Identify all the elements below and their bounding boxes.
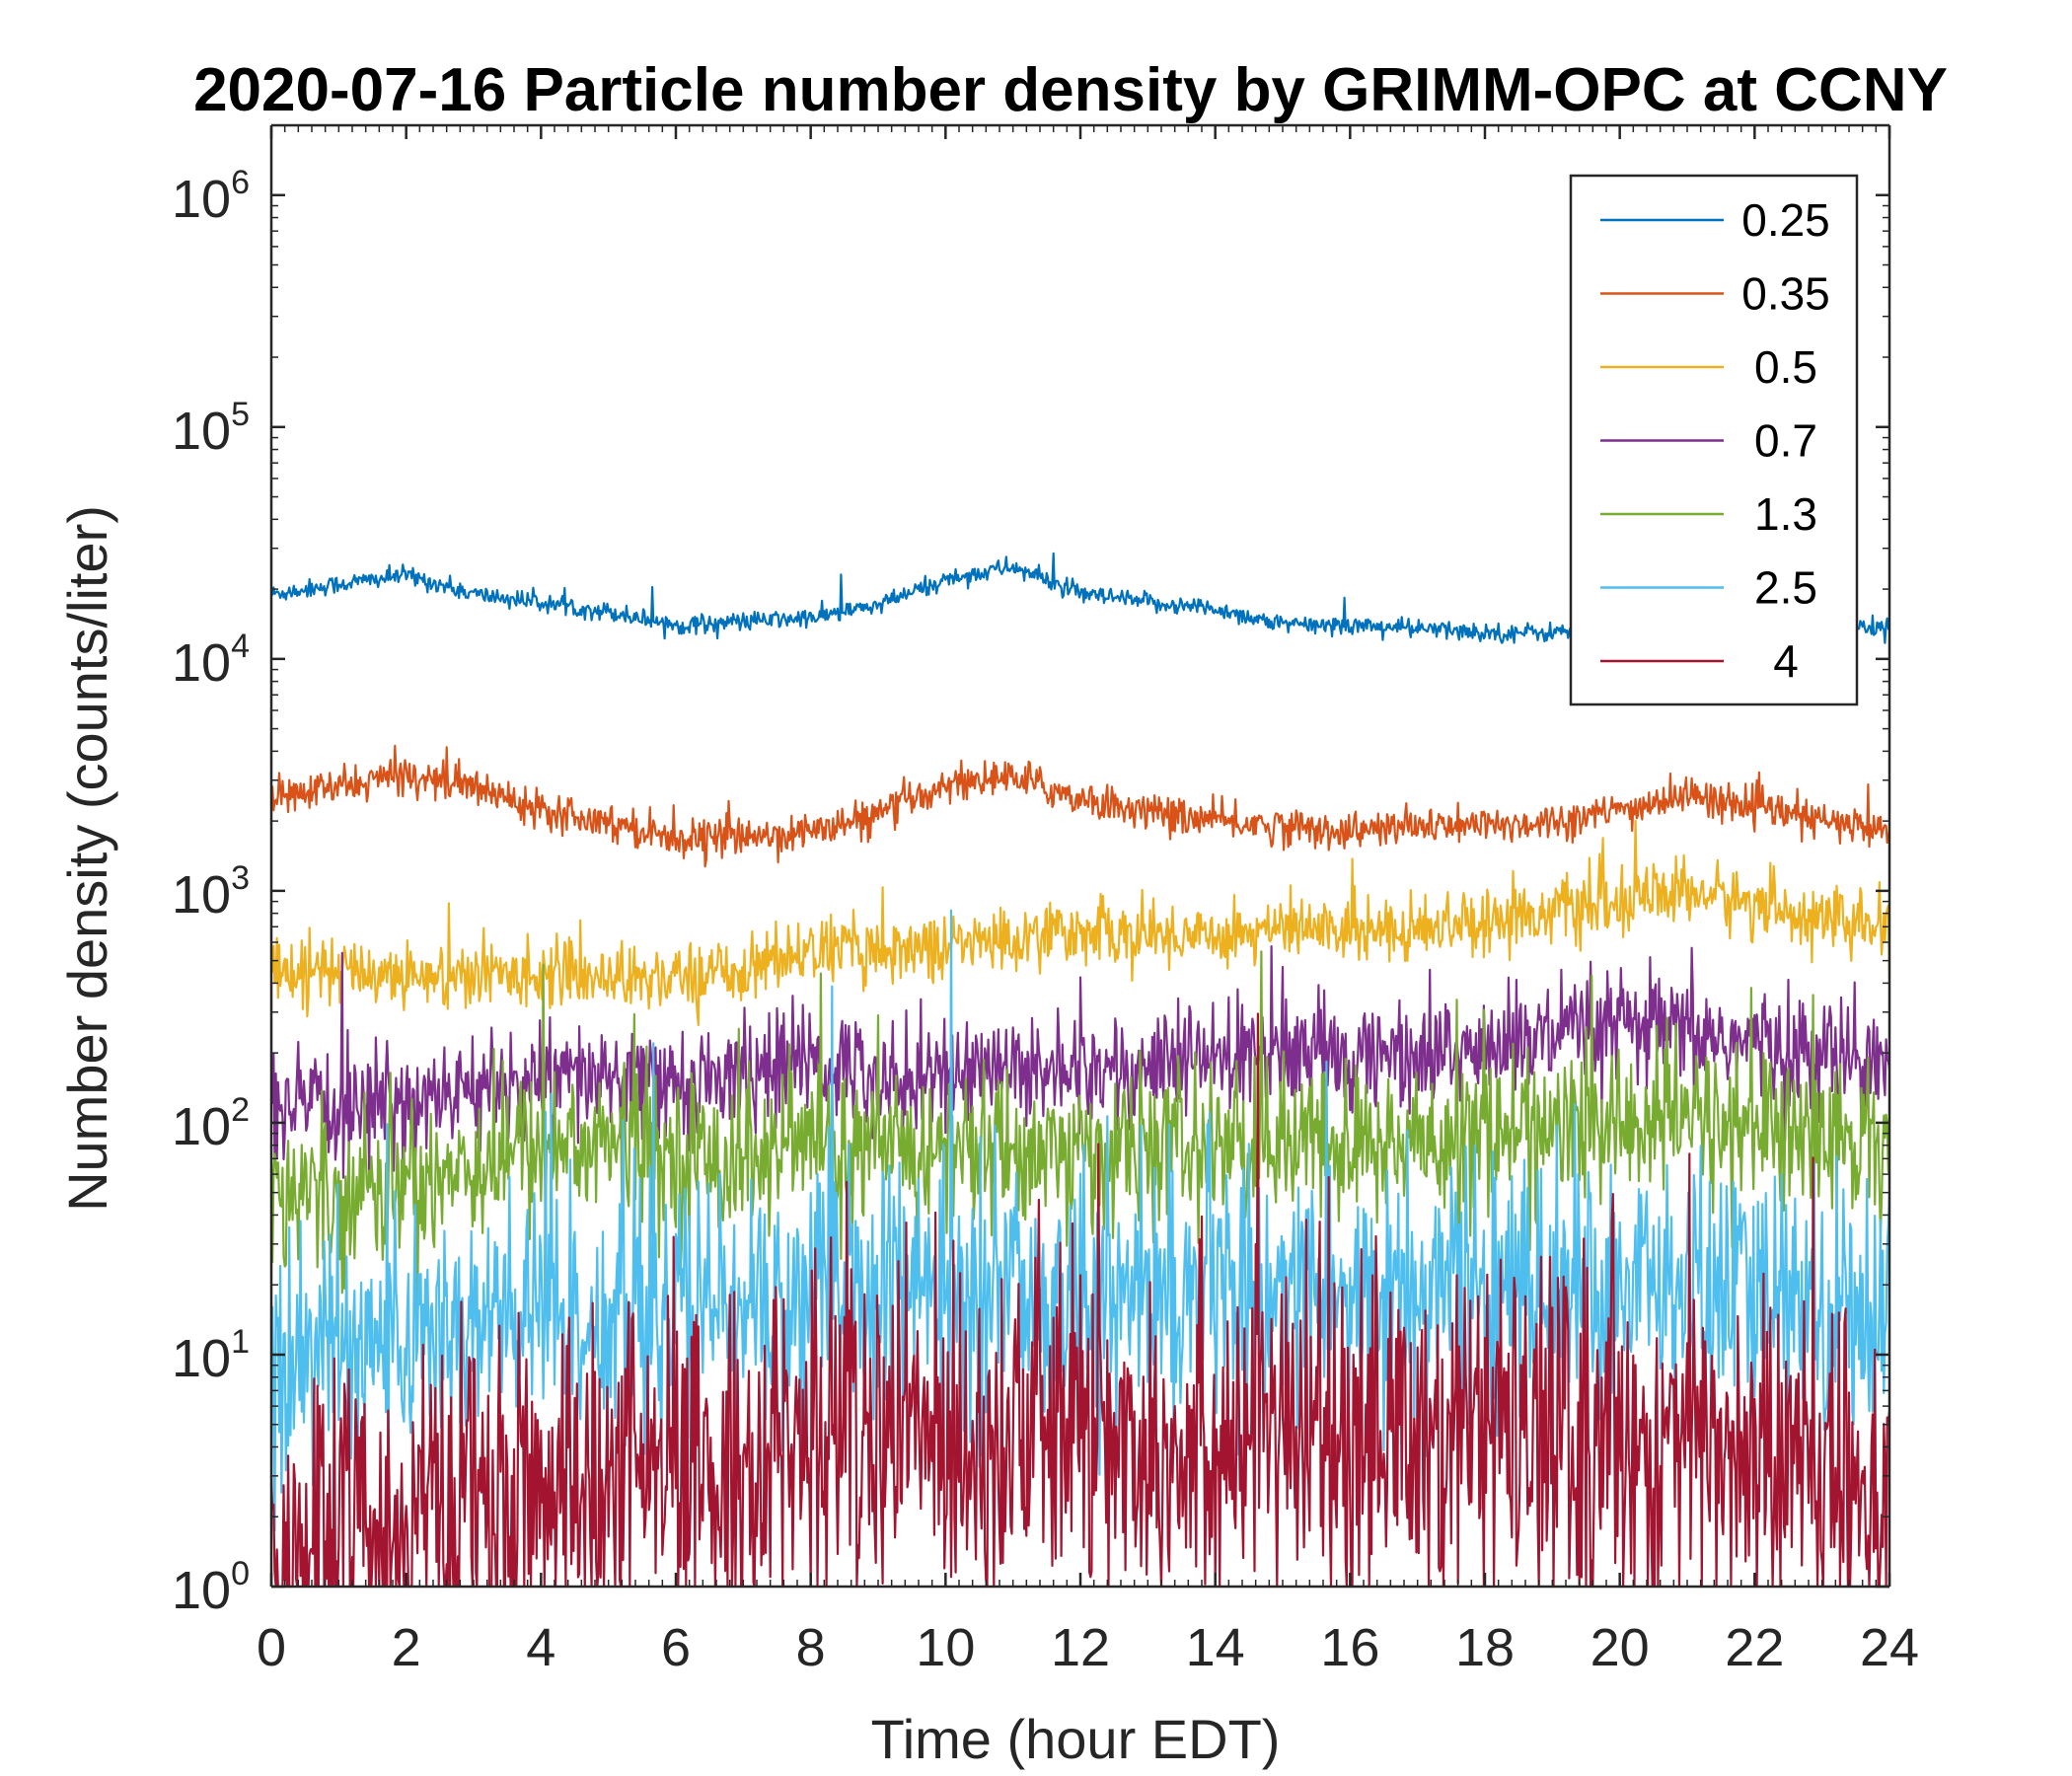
legend-item-0-7: 0.7 xyxy=(1600,415,1817,467)
legend-label: 0.7 xyxy=(1754,415,1817,467)
y-tick-label: 104 xyxy=(172,628,250,693)
series-line-4 xyxy=(269,1012,1891,1589)
legend-label: 0.35 xyxy=(1741,268,1830,320)
y-tick-label: 106 xyxy=(172,164,250,229)
x-tick-label: 8 xyxy=(796,1618,826,1677)
y-tick-exponent: 5 xyxy=(231,396,250,433)
y-tick-exponent: 3 xyxy=(231,859,250,897)
legend-item-4: 4 xyxy=(1600,635,1799,687)
legend-label: 0.5 xyxy=(1754,341,1817,393)
y-tick-base: 10 xyxy=(172,865,231,925)
y-tick-exponent: 1 xyxy=(231,1323,250,1361)
x-axis-label: Time (hour EDT) xyxy=(871,1708,1281,1770)
series-line-0-7 xyxy=(269,944,1891,1181)
x-tick-label: 12 xyxy=(1051,1618,1110,1677)
legend-label: 4 xyxy=(1773,635,1799,687)
y-tick-exponent: 4 xyxy=(231,628,250,665)
y-tick-exponent: 2 xyxy=(231,1091,250,1129)
x-tick-label: 2 xyxy=(392,1618,421,1677)
x-tick-label: 10 xyxy=(916,1618,975,1677)
legend-label: 2.5 xyxy=(1754,562,1817,614)
y-tick-label: 102 xyxy=(172,1091,250,1156)
x-tick-label: 16 xyxy=(1320,1618,1379,1677)
legend-item-0-35: 0.35 xyxy=(1600,268,1830,320)
x-tick-label: 14 xyxy=(1186,1618,1245,1677)
x-tick-label: 22 xyxy=(1725,1618,1784,1677)
series-line-1-3 xyxy=(269,950,1891,1314)
y-tick-base: 10 xyxy=(172,1329,231,1388)
legend: 0.25 0.35 0.5 0.7 1.3 2.5 4 xyxy=(1569,174,1859,706)
chart-title: 2020-07-16 Particle number density by GR… xyxy=(193,56,1948,124)
y-tick-exponent: 0 xyxy=(231,1555,250,1592)
y-tick-base: 10 xyxy=(172,402,231,461)
y-tick-label: 100 xyxy=(172,1555,250,1620)
axis-layer: 0 2 4 6 8 10 12 14 16 18 20 22 241001011021031041051… xyxy=(172,123,1919,1677)
legend-item-0-5: 0.5 xyxy=(1600,341,1817,393)
y-tick-label: 105 xyxy=(172,396,250,461)
y-tick-base: 10 xyxy=(172,1561,231,1620)
y-tick-base: 10 xyxy=(172,1097,231,1156)
y-axis-label: Number density (counts/liter) xyxy=(56,505,118,1212)
y-tick-label: 101 xyxy=(172,1323,250,1388)
legend-label: 0.25 xyxy=(1741,194,1830,246)
x-tick-label: 4 xyxy=(526,1618,555,1677)
x-tick-label: 18 xyxy=(1455,1618,1515,1677)
legend-item-1-3: 1.3 xyxy=(1600,488,1817,540)
x-tick-label: 24 xyxy=(1860,1618,1919,1677)
series-layer xyxy=(269,552,1891,1589)
series-line-2-5 xyxy=(269,909,1891,1532)
x-tick-label: 6 xyxy=(661,1618,691,1677)
series-line-0-5 xyxy=(269,819,1891,1027)
x-tick-label: 0 xyxy=(257,1618,286,1677)
y-tick-base: 10 xyxy=(172,633,231,693)
series-line-0-35 xyxy=(269,744,1891,868)
y-tick-exponent: 6 xyxy=(231,164,250,201)
legend-item-2-5: 2.5 xyxy=(1600,562,1817,614)
x-tick-label: 20 xyxy=(1591,1618,1650,1677)
legend-item-0-25: 0.25 xyxy=(1600,194,1830,246)
legend-label: 1.3 xyxy=(1754,488,1817,540)
y-tick-label: 103 xyxy=(172,859,250,925)
y-tick-base: 10 xyxy=(172,170,231,229)
